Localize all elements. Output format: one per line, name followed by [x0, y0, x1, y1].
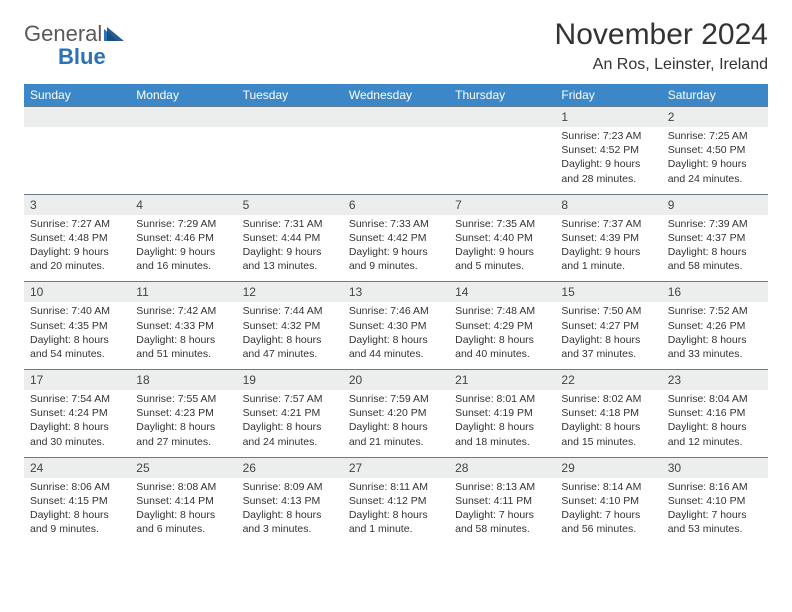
day-body-row: Sunrise: 7:40 AM Sunset: 4:35 PM Dayligh… [24, 302, 768, 369]
logo-sail-icon [104, 26, 124, 47]
day-number: 7 [449, 194, 555, 215]
day-number [24, 107, 130, 128]
day-cell [449, 127, 555, 194]
day-cell [24, 127, 130, 194]
day-number: 22 [555, 370, 661, 391]
day-number: 26 [237, 457, 343, 478]
day-cell: Sunrise: 7:23 AM Sunset: 4:52 PM Dayligh… [555, 127, 661, 194]
day-number: 10 [24, 282, 130, 303]
day-cell: Sunrise: 8:16 AM Sunset: 4:10 PM Dayligh… [662, 478, 768, 545]
day-cell: Sunrise: 8:11 AM Sunset: 4:12 PM Dayligh… [343, 478, 449, 545]
day-number [237, 107, 343, 128]
day-cell: Sunrise: 7:50 AM Sunset: 4:27 PM Dayligh… [555, 302, 661, 369]
day-number: 4 [130, 194, 236, 215]
col-tuesday: Tuesday [237, 84, 343, 107]
location: An Ros, Leinster, Ireland [555, 56, 768, 74]
day-body-row: Sunrise: 8:06 AM Sunset: 4:15 PM Dayligh… [24, 478, 768, 545]
day-number [130, 107, 236, 128]
day-cell: Sunrise: 7:27 AM Sunset: 4:48 PM Dayligh… [24, 215, 130, 282]
day-cell: Sunrise: 7:31 AM Sunset: 4:44 PM Dayligh… [237, 215, 343, 282]
day-cell: Sunrise: 7:55 AM Sunset: 4:23 PM Dayligh… [130, 390, 236, 457]
day-number [449, 107, 555, 128]
day-number [343, 107, 449, 128]
day-number: 1 [555, 107, 661, 128]
day-number: 27 [343, 457, 449, 478]
day-cell: Sunrise: 8:08 AM Sunset: 4:14 PM Dayligh… [130, 478, 236, 545]
day-number: 2 [662, 107, 768, 128]
day-number: 18 [130, 370, 236, 391]
day-cell: Sunrise: 7:44 AM Sunset: 4:32 PM Dayligh… [237, 302, 343, 369]
logo-word-blue: Blue [58, 44, 106, 69]
day-cell: Sunrise: 7:52 AM Sunset: 4:26 PM Dayligh… [662, 302, 768, 369]
day-number: 28 [449, 457, 555, 478]
day-body-row: Sunrise: 7:54 AM Sunset: 4:24 PM Dayligh… [24, 390, 768, 457]
col-wednesday: Wednesday [343, 84, 449, 107]
col-friday: Friday [555, 84, 661, 107]
day-cell [343, 127, 449, 194]
logo: General Blue [24, 24, 124, 69]
day-number: 8 [555, 194, 661, 215]
day-number: 23 [662, 370, 768, 391]
day-number: 25 [130, 457, 236, 478]
daynum-row: 10111213141516 [24, 282, 768, 303]
day-cell [237, 127, 343, 194]
day-number: 19 [237, 370, 343, 391]
day-number: 21 [449, 370, 555, 391]
col-sunday: Sunday [24, 84, 130, 107]
col-monday: Monday [130, 84, 236, 107]
month-title: November 2024 [555, 18, 768, 52]
day-number: 5 [237, 194, 343, 215]
day-cell: Sunrise: 7:42 AM Sunset: 4:33 PM Dayligh… [130, 302, 236, 369]
day-number: 13 [343, 282, 449, 303]
day-cell: Sunrise: 7:33 AM Sunset: 4:42 PM Dayligh… [343, 215, 449, 282]
logo-word-general: General [24, 21, 102, 46]
day-number: 12 [237, 282, 343, 303]
title-block: November 2024 An Ros, Leinster, Ireland [555, 18, 768, 74]
day-cell: Sunrise: 7:46 AM Sunset: 4:30 PM Dayligh… [343, 302, 449, 369]
day-number: 29 [555, 457, 661, 478]
day-number: 20 [343, 370, 449, 391]
day-cell: Sunrise: 8:06 AM Sunset: 4:15 PM Dayligh… [24, 478, 130, 545]
day-number: 15 [555, 282, 661, 303]
day-cell: Sunrise: 7:54 AM Sunset: 4:24 PM Dayligh… [24, 390, 130, 457]
daynum-row: 24252627282930 [24, 457, 768, 478]
day-cell: Sunrise: 7:25 AM Sunset: 4:50 PM Dayligh… [662, 127, 768, 194]
day-number: 16 [662, 282, 768, 303]
day-cell: Sunrise: 7:40 AM Sunset: 4:35 PM Dayligh… [24, 302, 130, 369]
weekday-header-row: Sunday Monday Tuesday Wednesday Thursday… [24, 84, 768, 107]
day-cell: Sunrise: 8:01 AM Sunset: 4:19 PM Dayligh… [449, 390, 555, 457]
day-number: 30 [662, 457, 768, 478]
day-cell: Sunrise: 8:13 AM Sunset: 4:11 PM Dayligh… [449, 478, 555, 545]
day-number: 3 [24, 194, 130, 215]
day-number: 17 [24, 370, 130, 391]
day-number: 9 [662, 194, 768, 215]
day-cell: Sunrise: 7:48 AM Sunset: 4:29 PM Dayligh… [449, 302, 555, 369]
day-cell: Sunrise: 7:39 AM Sunset: 4:37 PM Dayligh… [662, 215, 768, 282]
header: General Blue November 2024 An Ros, Leins… [24, 18, 768, 74]
daynum-row: 12 [24, 107, 768, 128]
day-cell: Sunrise: 7:35 AM Sunset: 4:40 PM Dayligh… [449, 215, 555, 282]
day-body-row: Sunrise: 7:23 AM Sunset: 4:52 PM Dayligh… [24, 127, 768, 194]
day-number: 6 [343, 194, 449, 215]
day-cell: Sunrise: 7:29 AM Sunset: 4:46 PM Dayligh… [130, 215, 236, 282]
day-cell: Sunrise: 8:02 AM Sunset: 4:18 PM Dayligh… [555, 390, 661, 457]
calendar-table: Sunday Monday Tuesday Wednesday Thursday… [24, 84, 768, 544]
daynum-row: 3456789 [24, 194, 768, 215]
day-number: 14 [449, 282, 555, 303]
day-cell [130, 127, 236, 194]
day-cell: Sunrise: 7:59 AM Sunset: 4:20 PM Dayligh… [343, 390, 449, 457]
day-cell: Sunrise: 7:57 AM Sunset: 4:21 PM Dayligh… [237, 390, 343, 457]
day-cell: Sunrise: 7:37 AM Sunset: 4:39 PM Dayligh… [555, 215, 661, 282]
col-saturday: Saturday [662, 84, 768, 107]
day-cell: Sunrise: 8:04 AM Sunset: 4:16 PM Dayligh… [662, 390, 768, 457]
daynum-row: 17181920212223 [24, 370, 768, 391]
col-thursday: Thursday [449, 84, 555, 107]
day-number: 24 [24, 457, 130, 478]
day-cell: Sunrise: 8:14 AM Sunset: 4:10 PM Dayligh… [555, 478, 661, 545]
day-body-row: Sunrise: 7:27 AM Sunset: 4:48 PM Dayligh… [24, 215, 768, 282]
day-number: 11 [130, 282, 236, 303]
day-cell: Sunrise: 8:09 AM Sunset: 4:13 PM Dayligh… [237, 478, 343, 545]
